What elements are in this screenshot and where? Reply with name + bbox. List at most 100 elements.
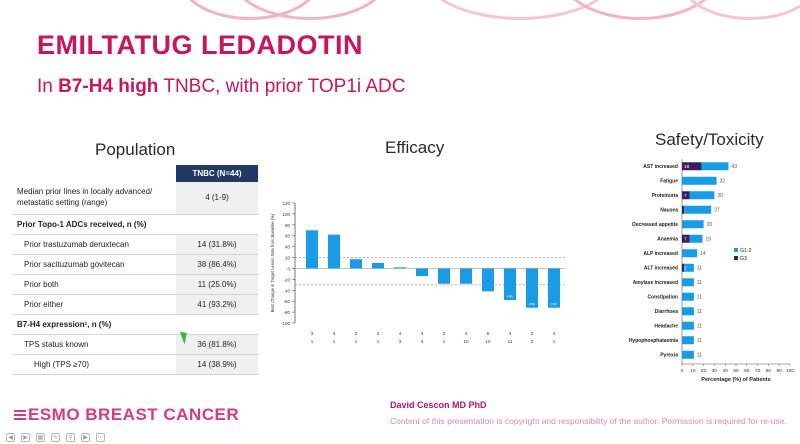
- back-icon[interactable]: ◀: [6, 432, 15, 442]
- efficacy-title: Efficacy: [385, 138, 445, 157]
- safety-total-value: 11: [697, 295, 702, 301]
- efficacy-row2-label: 1: [333, 339, 336, 344]
- efficacy-row1-label: 4: [465, 331, 468, 336]
- efficacy-bar: [305, 230, 319, 269]
- safety-bar-g3: [682, 263, 685, 272]
- table-header-cell: TNBC (N=44): [176, 165, 258, 182]
- forward-icon[interactable]: ▶: [21, 432, 30, 442]
- row-label: Median prior lines in locally advanced/ …: [12, 182, 176, 215]
- copyright-notice: Content of this presentation is copyrigh…: [390, 416, 787, 426]
- safety-bar-g12: [701, 162, 729, 171]
- safety-bar-g12: [682, 220, 704, 229]
- efficacy-bar: [393, 267, 407, 269]
- safety-x-tick-label: 40: [723, 368, 729, 374]
- search-icon[interactable]: ⚲: [66, 432, 75, 442]
- esmo-logo-icon: [14, 410, 26, 422]
- row-value: 41 (93.2%): [176, 294, 258, 315]
- presentation-toolbar: ◀ ▶ ▦ ✎ ⚲ ▶ ⋯: [6, 430, 105, 444]
- row-value: 11 (25.0%): [176, 274, 258, 295]
- safety-bar-g12: [682, 321, 694, 330]
- efficacy-bar: [415, 268, 429, 277]
- efficacy-row2-label: 10: [485, 339, 491, 344]
- presenter-name: David Cescon MD PhD: [390, 400, 487, 410]
- safety-total-value: 43: [731, 164, 737, 170]
- safety-g3-value: 18: [684, 164, 690, 170]
- efficacy-row1-label: 3: [531, 331, 534, 336]
- efficacy-row2-label: 1: [443, 339, 446, 344]
- video-icon[interactable]: ▶: [81, 432, 90, 442]
- safety-bar-chart: AST increased 18 43 Fatigue 32 Proteinuria 7 30…: [629, 159, 794, 383]
- efficacy-row2-label: 1: [311, 339, 314, 344]
- efficacy-bar: [547, 268, 561, 308]
- efficacy-y-tick-label: -60: [283, 299, 290, 304]
- safety-legend-label: G3: [740, 256, 747, 262]
- efficacy-bar: [371, 263, 385, 269]
- efficacy-bar: [349, 259, 363, 269]
- safety-total-value: 11: [697, 266, 702, 272]
- safety-category-label: Amylase increased: [633, 280, 678, 286]
- row-label: B7-H4 expression¹, n (%): [12, 314, 176, 335]
- row-label: Prior Topo-1 ADCs received, n (%): [12, 214, 176, 235]
- safety-bar-g12: [684, 263, 694, 272]
- row-label: High (TPS ≥70): [12, 354, 176, 375]
- efficacy-row2-label: 1: [355, 339, 358, 344]
- safety-total-value: 11: [697, 280, 702, 286]
- efficacy-y-tick-label: -100: [281, 321, 291, 326]
- safety-legend-swatch: [734, 256, 738, 260]
- row-value: [176, 314, 258, 335]
- safety-x-tick-label: 70: [755, 368, 761, 374]
- safety-category-label: Constipation: [647, 295, 678, 301]
- decorative-banner: [0, 0, 800, 26]
- efficacy-bar: [327, 234, 341, 269]
- population-table: TNBC (N=44) Median prior lines in locall…: [12, 165, 258, 375]
- efficacy-y-tick-label: 100: [282, 212, 290, 217]
- table-row: Prior both 11 (25.0%): [12, 274, 258, 295]
- safety-title: Safety/Toxicity: [655, 130, 764, 149]
- row-value: 4 (1-9): [176, 182, 258, 215]
- safety-total-value: 19: [706, 237, 712, 243]
- safety-legend-label: G1-2: [740, 248, 752, 254]
- safety-bar-g12: [682, 176, 717, 185]
- table-row: High (TPS ≥70) 14 (38.9%): [12, 354, 258, 375]
- efficacy-y-tick-label: 80: [285, 223, 291, 228]
- safety-bar-g12: [682, 307, 694, 316]
- efficacy-row2-label: 3: [399, 339, 402, 344]
- safety-category-label: Headache: [654, 324, 678, 330]
- safety-x-tick-label: 0: [681, 368, 684, 374]
- efficacy-y-tick-label: 120: [282, 201, 290, 206]
- esmo-logo-text: ESMO BREAST CANCER: [28, 405, 240, 424]
- safety-total-value: 11: [697, 309, 702, 315]
- grid-icon[interactable]: ▦: [36, 432, 45, 442]
- efficacy-row1-label: 4: [553, 331, 556, 336]
- safety-total-value: 11: [697, 324, 702, 330]
- safety-total-value: 20: [707, 222, 713, 228]
- slide-title: EMILTATUG LEDADOTIN: [37, 30, 363, 60]
- efficacy-y-tick-label: -40: [283, 288, 290, 293]
- safety-chart-group: AST increased 18 43 Fatigue 32 Proteinuria 7 30…: [629, 159, 794, 383]
- safety-bar-g12: [682, 350, 694, 359]
- row-label: Prior either: [12, 294, 176, 315]
- safety-category-label: Decreased appetite: [632, 222, 678, 228]
- table-row: Prior either 41 (93.2%): [12, 294, 258, 315]
- safety-bar-g12: [682, 249, 698, 258]
- row-label: Prior both: [12, 274, 176, 295]
- more-icon[interactable]: ⋯: [96, 432, 105, 442]
- efficacy-y-tick-label: -20: [283, 277, 290, 282]
- efficacy-bar: [481, 268, 495, 292]
- safety-bar-g12: [684, 205, 712, 214]
- efficacy-chart-group: 120 100 80 60 40 20 0 -20 -40 -60 -80 -100 Best Chan…: [270, 201, 565, 344]
- safety-category-label: Pyrexia: [660, 353, 678, 359]
- efficacy-row1-label: 3: [377, 331, 380, 336]
- safety-category-label: Fatigue: [660, 179, 678, 185]
- safety-x-tick-label: 20: [701, 368, 707, 374]
- safety-bar-g12: [682, 278, 694, 287]
- safety-bar-g12: [689, 234, 703, 243]
- safety-x-tick-label: 90: [777, 368, 783, 374]
- table-header-row: TNBC (N=44): [12, 165, 258, 182]
- safety-bar-g3: [682, 191, 690, 200]
- table-row: Prior Topo-1 ADCs received, n (%): [12, 214, 258, 235]
- safety-total-value: 11: [697, 338, 702, 344]
- edit-icon[interactable]: ✎: [51, 432, 60, 442]
- safety-category-label: Proteinuria: [652, 193, 679, 199]
- safety-x-tick-label: 100: [786, 368, 794, 374]
